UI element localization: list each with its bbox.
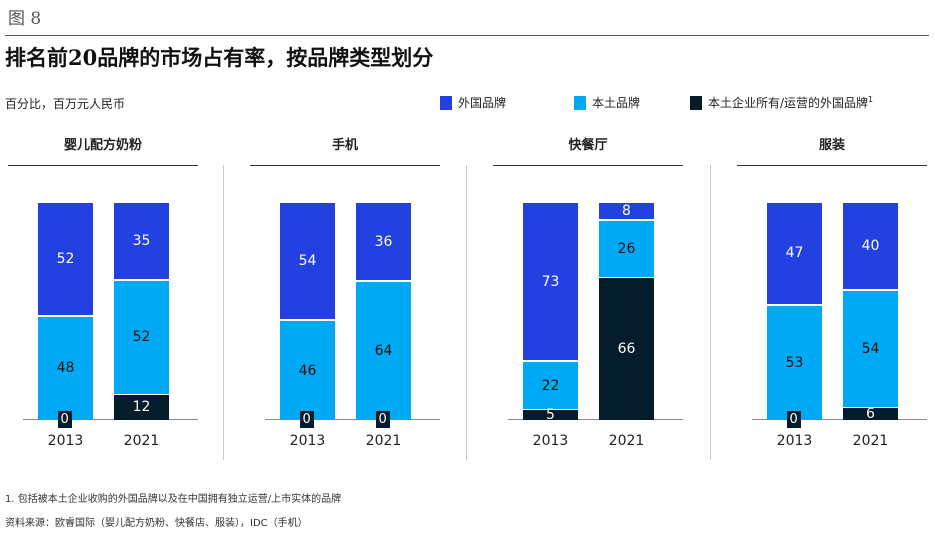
bar-segment-local: 48 — [38, 315, 93, 420]
bar-segment-foreign: 52 — [38, 203, 93, 315]
bar-segment-local-owned-foreign: 66 — [599, 276, 654, 420]
panel-underline — [737, 165, 927, 166]
bar-segment-local-owned-foreign: 12 — [114, 393, 169, 420]
x-tick-label: 2013 — [47, 433, 84, 449]
legend-label: 本土品牌 — [592, 96, 641, 110]
unit-label: 百分比，百万元人民币 — [5, 97, 126, 111]
panel-title: 手机 — [331, 138, 358, 153]
x-tick-label: 2013 — [532, 433, 569, 449]
legend-label: 外国品牌 — [458, 96, 507, 110]
bar-segment-local: 54 — [843, 289, 898, 407]
bar-segment-foreign: 47 — [767, 203, 822, 304]
bar-segment-local-owned-foreign: 6 — [843, 406, 898, 422]
legend-item-local: 本土品牌 — [574, 94, 640, 111]
panel-underline — [250, 165, 440, 166]
bar-segment-foreign: 8 — [599, 203, 654, 220]
bar-segment-foreign: 40 — [843, 203, 898, 289]
baseline — [265, 419, 440, 420]
bar-segment-foreign: 73 — [523, 203, 578, 361]
panel-title: 快餐厅 — [568, 138, 608, 153]
panel-separator — [466, 165, 467, 460]
footnote: 1. 包括被本土企业收购的外国品牌以及在中国拥有独立运营/上市实体的品牌 — [5, 494, 342, 505]
baseline — [752, 419, 927, 420]
panel-title: 婴儿配方奶粉 — [63, 138, 142, 153]
chart-title: 排名前20品牌的市场占有率，按品牌类型划分 — [5, 45, 434, 70]
panel-underline — [8, 165, 198, 166]
bar-segment-local: 46 — [280, 320, 335, 420]
top-rule — [5, 35, 929, 36]
panel-separator — [710, 165, 711, 460]
bar-label-zero: 0 — [375, 411, 390, 428]
bar-label-zero: 0 — [299, 411, 314, 428]
bar-segment-foreign: 36 — [356, 203, 411, 281]
x-tick-label: 2021 — [123, 433, 160, 449]
bar-segment-foreign: 54 — [280, 203, 335, 320]
baseline — [508, 419, 683, 420]
legend-swatch — [440, 95, 452, 110]
bar-segment-local: 26 — [599, 220, 654, 277]
bar-segment-local: 53 — [767, 304, 822, 420]
panel-separator — [223, 165, 224, 460]
x-tick-label: 2013 — [776, 433, 813, 449]
panel-underline — [493, 165, 683, 166]
figure-label: 图 8 — [8, 9, 42, 29]
legend-superscript: 1 — [868, 95, 874, 104]
x-tick-label: 2013 — [289, 433, 326, 449]
x-tick-label: 2021 — [365, 433, 402, 449]
x-tick-label: 2021 — [852, 433, 889, 449]
legend-swatch — [574, 95, 586, 110]
bar-segment-local: 52 — [114, 279, 169, 394]
bar-label-zero: 0 — [57, 411, 72, 428]
source-note: 资料来源：欧睿国际（婴儿配方奶粉、快餐店、服装），IDC（手机） — [5, 518, 308, 529]
bar-label-zero: 0 — [786, 411, 801, 428]
bar-segment-foreign: 35 — [114, 203, 169, 279]
x-tick-label: 2021 — [608, 433, 645, 449]
legend-swatch — [690, 95, 702, 110]
panel-title: 服装 — [818, 138, 845, 153]
baseline — [23, 419, 198, 420]
legend-item-local-owned-foreign: 本土企业所有/运营的外国品牌1 — [690, 94, 873, 111]
legend-item-foreign: 外国品牌 — [440, 94, 506, 111]
bar-segment-local: 64 — [356, 281, 411, 420]
bar-segment-local: 22 — [523, 361, 578, 410]
legend-label: 本土企业所有/运营的外国品牌 — [708, 96, 869, 110]
bar-segment-local-owned-foreign: 5 — [523, 407, 578, 423]
